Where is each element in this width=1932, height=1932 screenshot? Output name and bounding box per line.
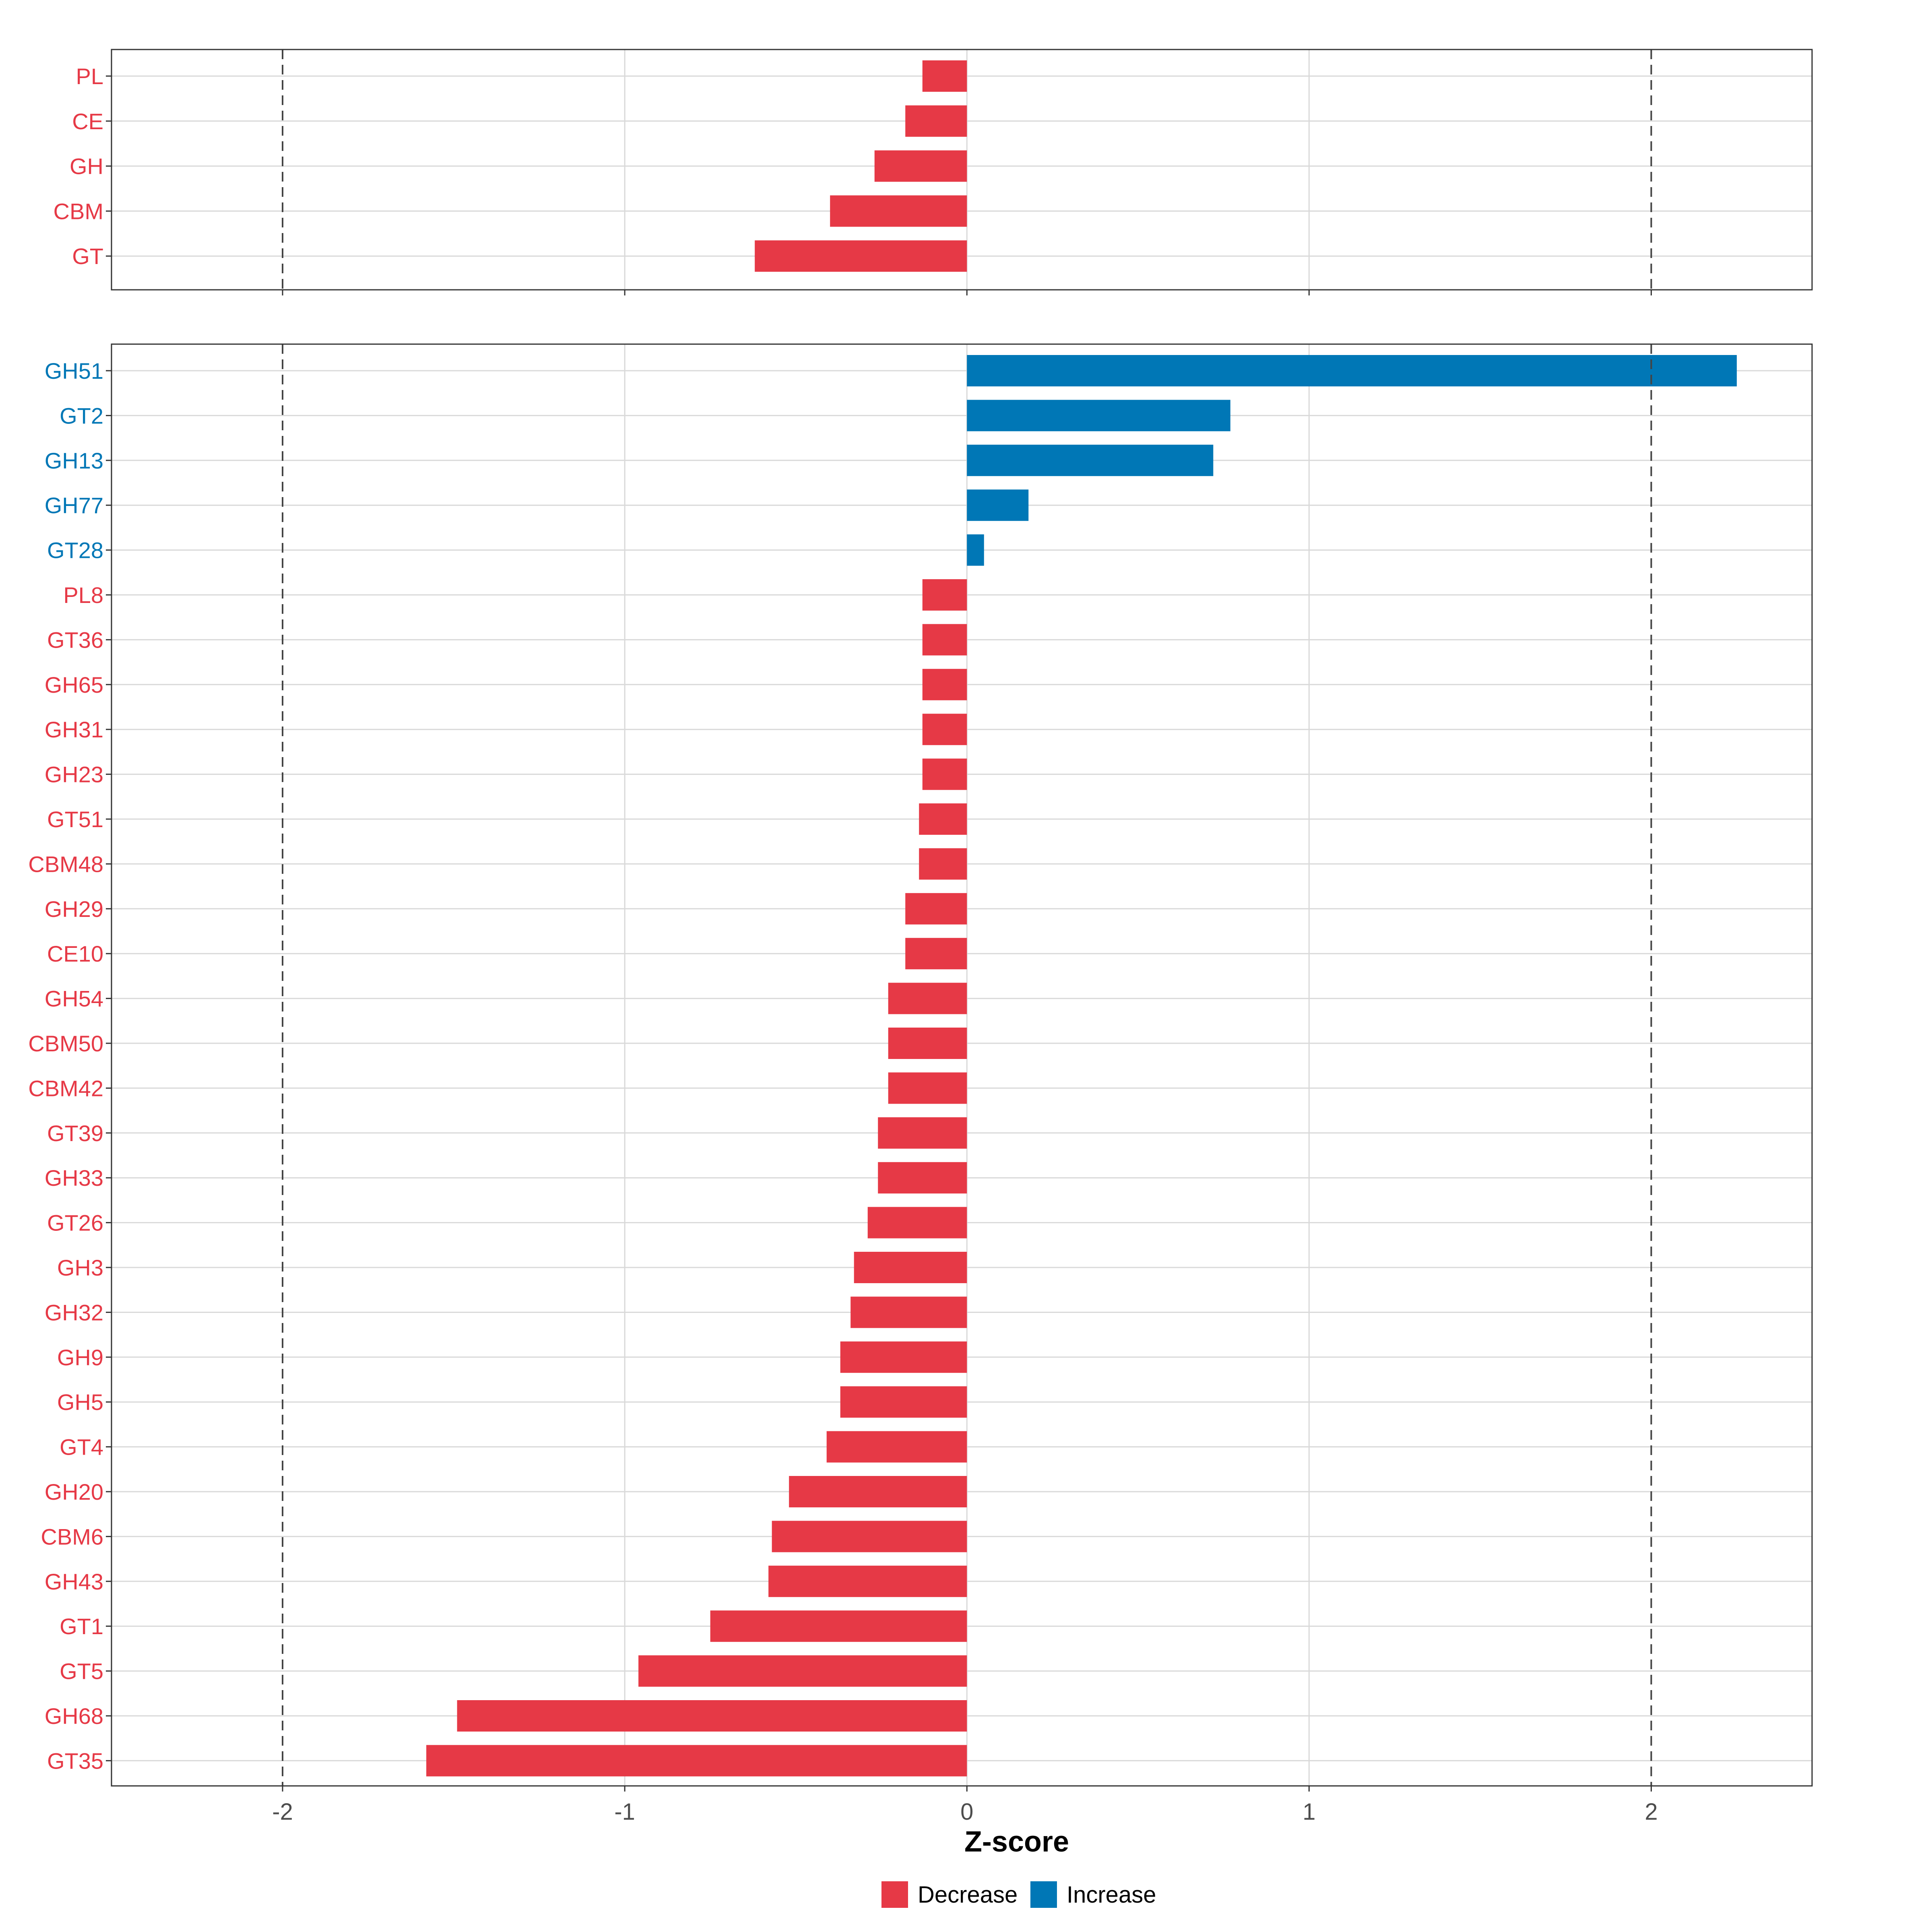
bar-gt36	[922, 624, 967, 656]
bottom-panel-border	[111, 343, 1813, 1787]
x-tick-label-2: 0	[960, 1799, 973, 1825]
y-tick-label-gh23: GH23	[45, 762, 103, 787]
bar-gt	[755, 240, 967, 272]
bar-gh20	[789, 1476, 967, 1507]
bar-gt4	[826, 1431, 967, 1463]
y-tick-label-gh43: GH43	[45, 1569, 103, 1594]
bar-cbm	[830, 195, 967, 227]
bar-gt39	[878, 1117, 967, 1149]
y-tick-label-gt4: GT4	[60, 1435, 103, 1460]
y-tick-label-gh3: GH3	[57, 1255, 103, 1280]
y-tick-label-gt26: GT26	[47, 1210, 103, 1236]
legend-swatch-decrease	[881, 1881, 908, 1908]
y-tick-label-gh68: GH68	[45, 1703, 103, 1729]
y-tick-label-gh9: GH9	[57, 1345, 103, 1370]
y-tick-label-gh51: GH51	[45, 358, 103, 384]
y-tick-label-gh31: GH31	[45, 717, 103, 742]
bar-gt2	[967, 400, 1230, 431]
bar-gh68	[457, 1700, 967, 1732]
y-tick-label-gh32: GH32	[45, 1300, 103, 1325]
bar-gh54	[888, 983, 967, 1014]
y-tick-label-cbm50: CBM50	[28, 1031, 103, 1056]
y-tick-label-gt39: GT39	[47, 1121, 103, 1146]
y-tick-label-gt35: GT35	[47, 1748, 103, 1773]
bar-gt1	[710, 1610, 967, 1642]
bottom-panel-ref-lines	[282, 344, 1652, 1786]
legend: Decrease Increase	[881, 1881, 1156, 1908]
bar-gh32	[850, 1296, 967, 1328]
legend-label-increase: Increase	[1067, 1882, 1156, 1908]
top-panel: PL CE GH CBM GT	[54, 49, 1813, 295]
bottom-panel-x-ticks: -2 -1 0 1 2	[272, 1786, 1658, 1825]
x-tick-label-4: 2	[1645, 1799, 1657, 1825]
bottom-panel: GH51GT2GH13GH77GT28PL8GT36GH65GH31GH23GT…	[28, 343, 1813, 1825]
y-tick-label-gh20: GH20	[45, 1479, 103, 1505]
y-tick-label-gh65: GH65	[45, 672, 103, 698]
bar-gt5	[638, 1655, 967, 1687]
bar-gh5	[840, 1386, 967, 1418]
legend-swatch-increase	[1030, 1881, 1057, 1908]
y-tick-label-gt51: GT51	[47, 807, 103, 832]
x-tick-label-1: -1	[614, 1799, 635, 1825]
y-tick-label-cbm: CBM	[54, 198, 103, 224]
y-tick-label-cbm48: CBM48	[28, 851, 103, 877]
bar-cbm50	[888, 1028, 967, 1059]
y-tick-label-gh: GH	[70, 154, 103, 179]
bar-ce	[905, 105, 967, 137]
bar-gh43	[768, 1565, 967, 1597]
bar-gt26	[867, 1207, 967, 1238]
x-tick-label-0: -2	[272, 1799, 293, 1825]
y-tick-label-gt: GT	[72, 244, 103, 269]
bottom-panel-bars	[426, 355, 1737, 1777]
bar-gh13	[967, 444, 1214, 476]
bar-gh23	[922, 758, 967, 790]
top-panel-ref-lines	[282, 50, 1652, 290]
bar-gh9	[840, 1341, 967, 1373]
y-tick-label-gh29: GH29	[45, 896, 103, 922]
y-tick-label-ce: CE	[72, 109, 103, 134]
x-axis-label: Z-score	[964, 1826, 1069, 1858]
y-tick-label-gt5: GT5	[60, 1659, 103, 1684]
bar-cbm42	[888, 1072, 967, 1104]
top-panel-x-ticks	[282, 290, 1652, 295]
bar-gh51	[967, 355, 1737, 386]
y-tick-label-gh33: GH33	[45, 1165, 103, 1191]
x-tick-label-3: 1	[1302, 1799, 1315, 1825]
y-tick-label-gt36: GT36	[47, 627, 103, 652]
y-tick-label-gh77: GH77	[45, 493, 103, 518]
bar-gt28	[967, 534, 984, 566]
y-tick-label-pl: PL	[76, 64, 104, 89]
top-panel-bars	[755, 60, 967, 272]
y-tick-label-cbm42: CBM42	[28, 1075, 103, 1101]
bottom-panel-y-ticks: GH51 GT2 GH13 GH77 GT28 PL8 GT36 GH65 GH31 GH23 GT…	[28, 358, 111, 1773]
legend-label-decrease: Decrease	[918, 1882, 1018, 1908]
bar-cbm6	[772, 1521, 967, 1552]
y-tick-label-gh54: GH54	[45, 986, 103, 1011]
bar-gh31	[922, 714, 967, 745]
y-tick-label-pl8: PL8	[63, 582, 103, 608]
y-tick-label-gh5: GH5	[57, 1389, 103, 1415]
bar-gh	[874, 150, 967, 182]
bar-ce10	[905, 938, 967, 970]
y-tick-label-gt28: GT28	[47, 538, 103, 563]
y-tick-label-ce10: CE10	[47, 941, 103, 966]
bar-gh29	[905, 893, 967, 925]
bar-gh65	[922, 669, 967, 700]
bar-pl8	[922, 579, 967, 611]
y-tick-label-gt2: GT2	[60, 403, 103, 428]
top-panel-y-ticks: PL CE GH CBM GT	[54, 64, 111, 269]
bar-gt51	[919, 803, 967, 835]
y-tick-label-gt1: GT1	[60, 1614, 103, 1639]
bar-gh3	[854, 1252, 967, 1283]
bar-gt35	[426, 1745, 967, 1777]
y-tick-label-gh13: GH13	[45, 448, 103, 473]
bar-gh77	[967, 489, 1029, 521]
top-panel-border	[111, 49, 1813, 291]
bar-gh33	[878, 1162, 967, 1194]
y-tick-label-cbm6: CBM6	[41, 1524, 103, 1549]
bar-cbm48	[919, 848, 967, 880]
bar-pl	[922, 60, 967, 92]
